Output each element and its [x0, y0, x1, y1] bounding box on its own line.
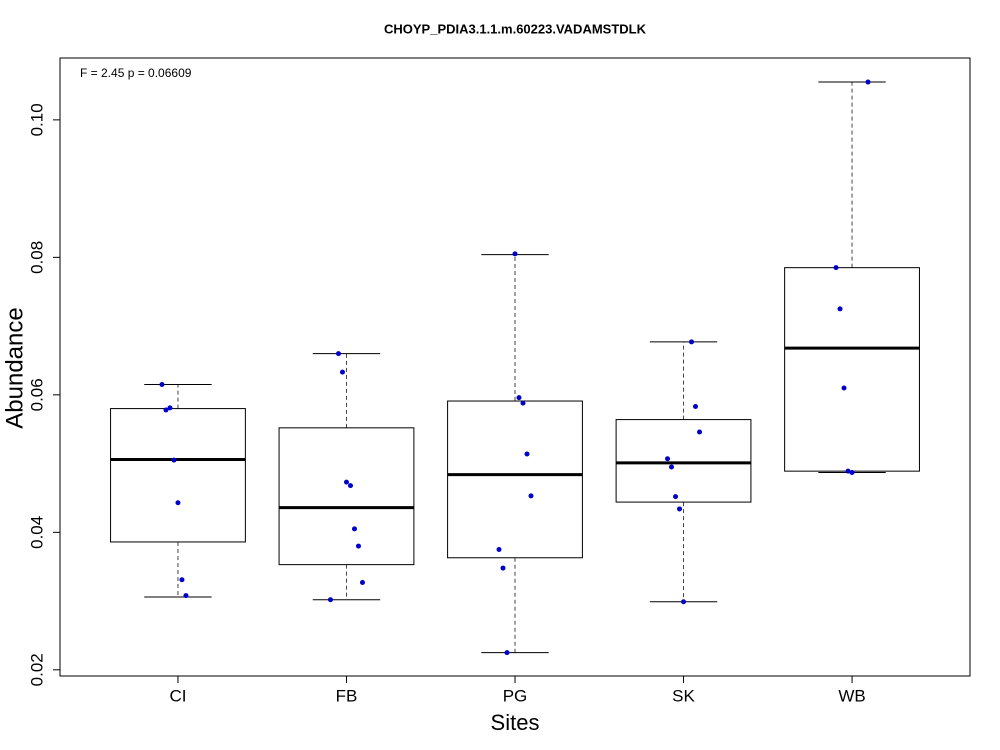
- y-tick-label: 0.10: [27, 103, 46, 136]
- data-point: [512, 251, 518, 257]
- data-point: [689, 339, 695, 345]
- x-tick-label: WB: [838, 686, 865, 705]
- data-point: [339, 369, 345, 375]
- data-point: [347, 483, 353, 489]
- box: [784, 267, 920, 472]
- data-point: [693, 404, 699, 410]
- annotation: F = 2.45 p = 0.06609: [80, 66, 192, 80]
- data-point: [335, 351, 341, 357]
- data-point: [496, 547, 502, 553]
- data-point: [516, 395, 522, 401]
- data-point: [179, 577, 185, 583]
- data-point: [837, 306, 843, 312]
- data-point: [845, 468, 851, 474]
- box: [278, 427, 415, 566]
- data-point: [351, 526, 357, 532]
- data-point: [841, 385, 847, 391]
- y-axis-label: Abundance: [1, 307, 28, 428]
- x-tick-label: CI: [169, 686, 186, 705]
- data-point: [343, 479, 349, 485]
- y-tick-label: 0.04: [27, 516, 46, 549]
- data-point: [677, 506, 683, 512]
- data-point: [665, 456, 671, 462]
- data-point: [359, 580, 365, 586]
- y-tick-label: 0.08: [27, 241, 46, 274]
- x-tick-label: SK: [672, 686, 695, 705]
- data-point: [159, 382, 165, 388]
- data-point: [697, 429, 703, 435]
- data-point: [183, 593, 189, 599]
- data-point: [327, 597, 333, 603]
- data-point: [528, 493, 534, 499]
- data-point: [524, 451, 530, 457]
- x-tick-label: FB: [336, 686, 358, 705]
- data-point: [849, 470, 855, 476]
- box: [110, 408, 246, 543]
- data-point: [175, 500, 181, 506]
- data-point: [167, 405, 173, 411]
- y-tick-label: 0.06: [27, 378, 46, 411]
- data-point: [520, 400, 526, 406]
- chart-title: CHOYP_PDIA3.1.1.m.60223.VADAMSTDLK: [384, 21, 647, 36]
- data-point: [163, 407, 169, 413]
- data-point: [681, 599, 687, 605]
- data-point: [171, 457, 177, 463]
- data-point: [673, 494, 679, 500]
- x-axis-label: Sites: [491, 710, 540, 735]
- data-point: [500, 565, 506, 571]
- box: [447, 400, 583, 559]
- data-point: [669, 464, 675, 470]
- y-tick-label: 0.02: [27, 653, 46, 686]
- data-point: [504, 650, 510, 656]
- box: [615, 419, 752, 503]
- data-point: [833, 265, 839, 271]
- data-point: [355, 543, 361, 549]
- data-point: [865, 79, 871, 85]
- x-tick-label: PG: [503, 686, 528, 705]
